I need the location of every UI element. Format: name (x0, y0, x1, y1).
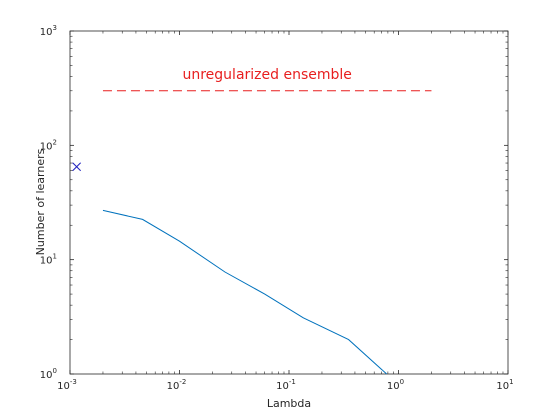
x-tick-label: 101 (496, 378, 513, 392)
y-tick-label: 100 (40, 367, 57, 381)
x-axis-label: Lambda (267, 397, 311, 410)
x-tick-label: 10-1 (276, 378, 296, 392)
y-tick-label-base: 10 (40, 256, 53, 267)
y-tick-label-base: 10 (40, 141, 53, 152)
x-tick-label-exponent: -1 (289, 378, 296, 386)
y-tick-label-base: 10 (40, 27, 53, 38)
y-tick-label: 103 (40, 24, 57, 38)
x-marker-stroke (72, 162, 81, 172)
x-tick-label-exponent: 1 (509, 378, 513, 386)
x-marker (72, 162, 81, 172)
series-line (102, 209, 388, 375)
x-tick-label-base: 10 (276, 381, 289, 392)
x-tick-label-base: 10 (167, 381, 180, 392)
y-tick-label: 101 (40, 253, 57, 267)
x-tick-label-base: 10 (496, 381, 509, 392)
x-tick-label-exponent: 0 (400, 378, 404, 386)
x-tick-label-exponent: -2 (179, 378, 186, 386)
x-axis-ticks: 10-3 10-2 10-1 100 101 (57, 31, 514, 392)
x-tick-label-base: 10 (57, 381, 70, 392)
plot-area (69, 30, 509, 375)
series-layer (72, 162, 388, 375)
reference-line-label: unregularized ensemble (182, 67, 351, 83)
y-tick-label-exponent: 1 (53, 253, 57, 261)
y-tick-label-exponent: 3 (53, 24, 57, 32)
annotation-layer: unregularized ensemble (102, 67, 432, 92)
x-tick-label: 100 (387, 378, 404, 392)
y-tick-label-exponent: 2 (53, 138, 57, 146)
x-tick-label: 10-3 (57, 378, 77, 392)
x-tick-label-base: 10 (387, 381, 400, 392)
y-tick-label: 102 (40, 138, 57, 152)
y-tick-label-base: 10 (40, 370, 53, 381)
x-tick-label: 10-2 (167, 378, 187, 392)
y-axis-label: Number of learners (34, 148, 47, 255)
y-tick-label-exponent: 0 (53, 367, 57, 375)
x-tick-label-exponent: -3 (70, 378, 77, 386)
